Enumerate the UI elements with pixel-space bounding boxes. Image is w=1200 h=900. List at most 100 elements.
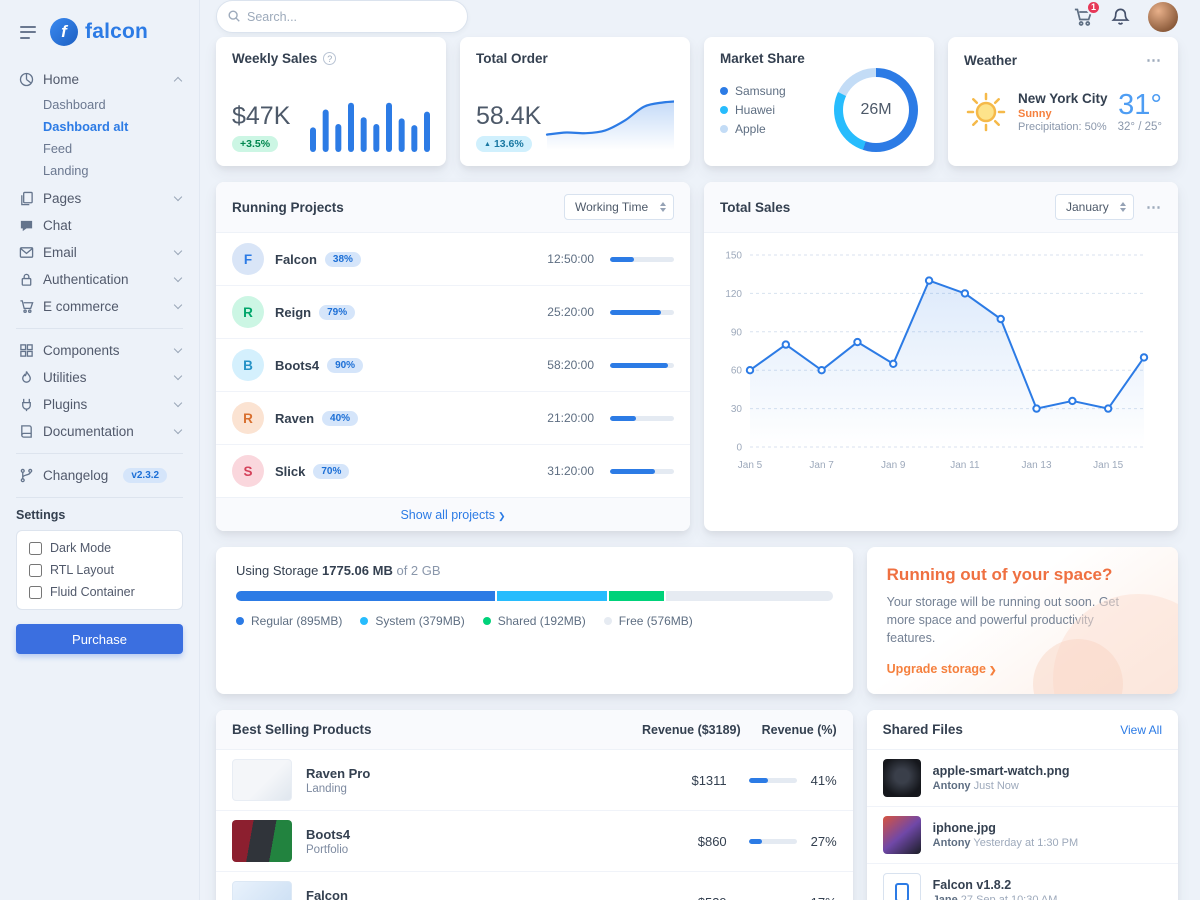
card-title: Total Sales bbox=[720, 199, 791, 215]
best-selling-products-card: Best Selling Products Revenue ($3189) Re… bbox=[216, 710, 853, 900]
total-sales-menu-icon[interactable]: ⋯ bbox=[1146, 199, 1162, 216]
sidebar-item-label: Authentication bbox=[43, 272, 129, 287]
sidebar-item-label: Home bbox=[43, 72, 80, 87]
month-select[interactable]: January bbox=[1055, 194, 1134, 220]
file-row[interactable]: Falcon v1.8.2 Jane 27 Sep at 10:30 AM bbox=[867, 864, 1178, 900]
main-area: 1 Weekly Sales ? $47K +3.5% bbox=[200, 0, 1200, 900]
sidebar-item-plugins[interactable]: Plugins bbox=[16, 391, 183, 418]
sidebar-item-dashboard-alt[interactable]: Dashboard alt bbox=[43, 118, 129, 134]
file-owner[interactable]: Antony bbox=[932, 837, 971, 850]
info-icon[interactable]: ? bbox=[323, 52, 337, 65]
weather-high-low: 32° / 25° bbox=[1117, 120, 1162, 133]
svg-text:30: 30 bbox=[731, 404, 743, 415]
file-owner[interactable]: Jane bbox=[933, 894, 958, 900]
weather-precipitation: Precipitation: 50% bbox=[1018, 120, 1107, 133]
svg-text:120: 120 bbox=[725, 289, 742, 300]
plug-icon bbox=[18, 397, 34, 412]
purchase-button[interactable]: Purchase bbox=[16, 624, 183, 654]
chevron-up-icon bbox=[173, 76, 183, 86]
file-time: Yesterday at 1:30 PM bbox=[973, 837, 1079, 850]
product-name[interactable]: Raven Pro bbox=[306, 765, 371, 781]
notifications-button[interactable] bbox=[1111, 7, 1130, 26]
sidebar-item-dashboard[interactable]: Dashboard bbox=[43, 96, 106, 112]
cart-button[interactable]: 1 bbox=[1073, 0, 1101, 27]
file-thumbnail[interactable] bbox=[882, 759, 921, 798]
project-percent-badge: 79% bbox=[319, 304, 356, 320]
product-thumbnail[interactable] bbox=[232, 881, 292, 900]
sidebar-item-label: Changelog bbox=[43, 468, 109, 483]
svg-text:Jan 7: Jan 7 bbox=[809, 460, 834, 471]
sidebar-item-utilities[interactable]: Utilities bbox=[16, 364, 183, 391]
product-category[interactable]: Landing bbox=[306, 782, 347, 795]
fluid-container-checkbox[interactable] bbox=[29, 585, 42, 599]
file-name[interactable]: iphone.jpg bbox=[932, 821, 996, 836]
chevron-down-icon bbox=[173, 246, 183, 256]
sidebar-item-feed[interactable]: Feed bbox=[43, 140, 73, 156]
file-thumbnail[interactable] bbox=[882, 816, 921, 855]
dark-mode-toggle[interactable]: Dark Mode bbox=[29, 541, 170, 555]
project-row[interactable]: R Raven 40% 21:20:00 bbox=[216, 392, 690, 445]
weather-menu-icon[interactable]: ⋯ bbox=[1146, 52, 1162, 69]
rtl-layout-checkbox[interactable] bbox=[29, 563, 42, 577]
sidebar-item-ecommerce[interactable]: E commerce bbox=[16, 293, 183, 320]
email-icon bbox=[18, 245, 34, 260]
show-all-projects-link[interactable]: Show all projects ❯ bbox=[400, 508, 506, 522]
project-avatar: F bbox=[232, 243, 264, 275]
sidebar-item-email[interactable]: Email bbox=[16, 239, 183, 266]
svg-text:Jan 9: Jan 9 bbox=[881, 460, 906, 471]
project-name[interactable]: Raven bbox=[275, 410, 315, 426]
upgrade-storage-link[interactable]: Upgrade storage ❯ bbox=[886, 662, 997, 677]
working-time-select[interactable]: Working Time bbox=[564, 194, 674, 220]
brand-logo[interactable]: f falcon bbox=[50, 18, 148, 46]
project-name[interactable]: Reign bbox=[275, 304, 312, 320]
sidebar-item-pages[interactable]: Pages bbox=[16, 185, 183, 212]
product-name[interactable]: Falcon bbox=[306, 887, 348, 900]
search-input[interactable] bbox=[216, 0, 468, 33]
sidebar-item-label: Components bbox=[43, 343, 120, 358]
product-row[interactable]: Boots4 Portfolio $860 27% bbox=[216, 811, 853, 873]
project-row[interactable]: R Reign 79% 25:20:00 bbox=[216, 286, 690, 339]
chevron-down-icon bbox=[173, 398, 183, 408]
product-thumbnail[interactable] bbox=[232, 759, 292, 802]
dashboard-grid: Weekly Sales ? $47K +3.5% Total Order bbox=[200, 33, 1200, 900]
sidebar-item-landing[interactable]: Landing bbox=[43, 162, 89, 178]
sidebar-item-components[interactable]: Components bbox=[16, 337, 183, 364]
file-thumbnail[interactable] bbox=[882, 873, 921, 900]
file-name[interactable]: Falcon v1.8.2 bbox=[932, 878, 1012, 893]
card-title: Weather bbox=[964, 52, 1018, 68]
product-row[interactable]: Raven Pro Landing $1311 41% bbox=[216, 750, 853, 812]
sidebar-item-documentation[interactable]: Documentation bbox=[16, 418, 183, 445]
sidebar-item-home[interactable]: Home bbox=[16, 66, 183, 93]
sidebar-item-authentication[interactable]: Authentication bbox=[16, 266, 183, 293]
view-all-link[interactable]: View All bbox=[1120, 722, 1162, 737]
project-name[interactable]: Falcon bbox=[275, 251, 317, 267]
file-name[interactable]: apple-smart-watch.png bbox=[932, 764, 1070, 779]
sidebar-item-changelog[interactable]: Changelog v2.3.2 bbox=[16, 462, 183, 489]
fluid-container-toggle[interactable]: Fluid Container bbox=[29, 585, 170, 599]
hamburger-menu-icon[interactable] bbox=[16, 22, 40, 43]
cart-count-badge: 1 bbox=[1086, 0, 1101, 15]
product-thumbnail[interactable] bbox=[232, 820, 292, 863]
search-icon bbox=[228, 10, 240, 22]
sidebar-item-chat[interactable]: Chat bbox=[16, 212, 183, 239]
product-category[interactable]: Portfolio bbox=[306, 843, 349, 856]
file-time: Just Now bbox=[973, 780, 1019, 793]
svg-text:150: 150 bbox=[725, 251, 742, 262]
storage-title: Using Storage 1775.06 MB of 2 GB bbox=[236, 563, 441, 578]
user-avatar[interactable] bbox=[1148, 1, 1178, 32]
project-name[interactable]: Boots4 bbox=[275, 357, 320, 373]
file-row[interactable]: apple-smart-watch.png Antony Just Now bbox=[866, 750, 1178, 808]
project-name[interactable]: Slick bbox=[275, 463, 306, 479]
project-percent-badge: 90% bbox=[327, 357, 364, 373]
project-row[interactable]: B Boots4 90% 58:20:00 bbox=[216, 339, 690, 392]
file-row[interactable]: iphone.jpg Antony Yesterday at 1:30 PM bbox=[866, 807, 1178, 865]
project-row[interactable]: F Falcon 38% 12:50:00 bbox=[216, 233, 690, 286]
product-name[interactable]: Boots4 bbox=[306, 826, 351, 842]
rtl-layout-toggle[interactable]: RTL Layout bbox=[29, 563, 170, 577]
project-row[interactable]: S Slick 70% 31:20:00 bbox=[216, 445, 690, 497]
file-owner[interactable]: Antony bbox=[932, 780, 971, 793]
svg-text:Jan 5: Jan 5 bbox=[738, 460, 763, 471]
product-row[interactable]: Falcon Admin $539 17% bbox=[216, 872, 853, 900]
dark-mode-checkbox[interactable] bbox=[29, 541, 42, 555]
chevron-down-icon bbox=[173, 192, 183, 202]
